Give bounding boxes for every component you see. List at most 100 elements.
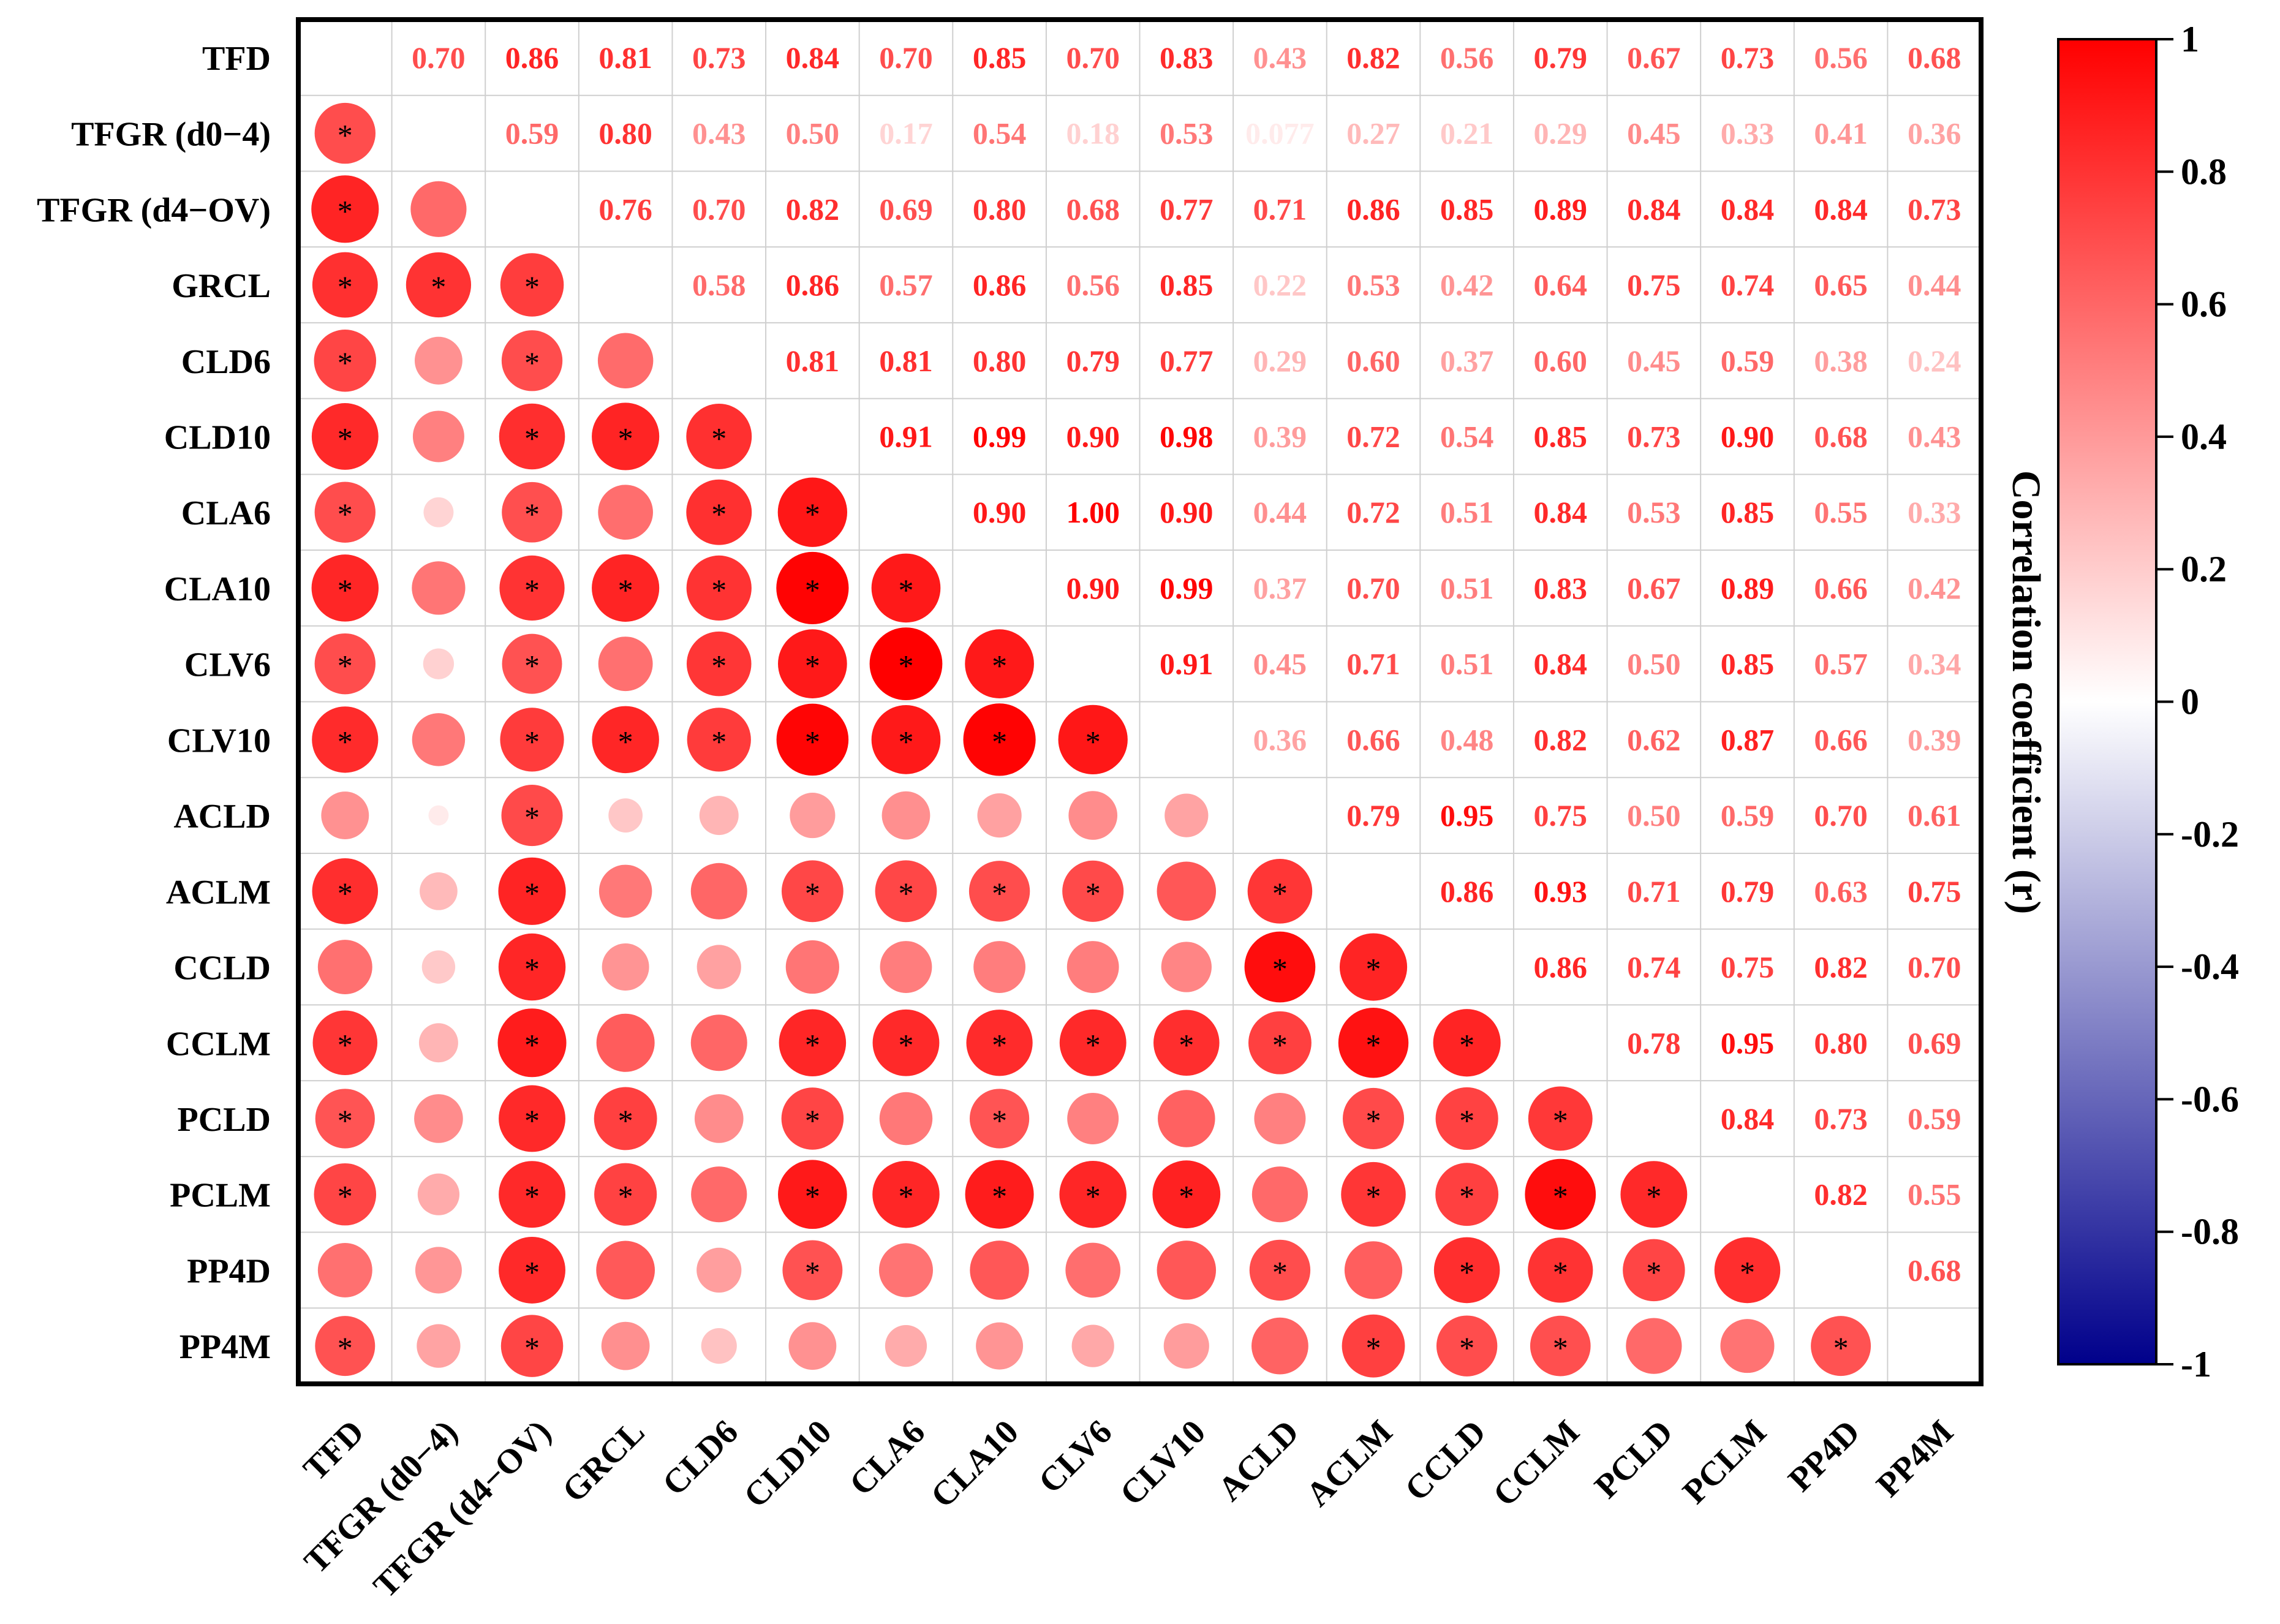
correlation-value: 0.84 (1721, 1101, 1775, 1136)
correlation-value: 0.17 (879, 116, 933, 151)
column-label: CLA6 (842, 1413, 932, 1503)
significance-marker: * (338, 421, 353, 455)
correlation-value: 0.21 (1440, 116, 1494, 151)
significance-marker: * (1179, 1027, 1194, 1062)
correlation-value: 0.67 (1627, 571, 1681, 605)
correlation-circle (423, 648, 455, 679)
correlation-circle (781, 1087, 844, 1150)
correlation-value: 0.63 (1814, 874, 1868, 908)
correlation-circle (790, 792, 836, 839)
correlation-circle (1251, 1166, 1308, 1223)
correlation-circle (1248, 1011, 1312, 1074)
correlation-value: 0.54 (1440, 419, 1494, 453)
correlation-value: 0.80 (598, 116, 652, 151)
significance-marker: * (431, 270, 446, 304)
significance-marker: * (805, 497, 820, 531)
significance-marker: * (805, 1027, 820, 1062)
correlation-circle (500, 1315, 564, 1377)
correlation-value: 0.45 (1627, 344, 1681, 378)
row-label: CCLM (166, 1025, 271, 1063)
correlation-circle (691, 1166, 747, 1223)
correlation-value: 0.74 (1627, 950, 1681, 984)
correlation-value: 0.73 (1721, 40, 1775, 75)
correlation-circle (598, 864, 652, 918)
correlation-circle (1344, 1241, 1403, 1299)
row-label: CLA6 (181, 494, 271, 532)
colorbar-tick-label: 0.6 (2181, 284, 2227, 325)
significance-marker: * (338, 194, 353, 228)
significance-marker: * (1085, 1027, 1101, 1062)
correlation-value: 0.62 (1627, 722, 1681, 757)
correlation-circle (311, 403, 379, 470)
significance-marker: * (524, 346, 540, 380)
colorbar-tick-label: 0.4 (2181, 417, 2227, 457)
column-label: CLD10 (737, 1413, 839, 1515)
significance-marker: * (338, 1103, 353, 1138)
significance-marker: * (805, 876, 820, 910)
correlation-circle (1528, 1237, 1593, 1303)
colorbar-tick-label: -0.6 (2181, 1079, 2239, 1119)
column-label: CCLM (1486, 1413, 1587, 1514)
correlation-value: 0.50 (786, 116, 840, 151)
correlation-value: 0.79 (1721, 874, 1775, 908)
significance-marker: * (1272, 876, 1288, 910)
correlation-circle (1247, 859, 1313, 924)
correlation-circle (497, 1008, 567, 1078)
column-label: CLV6 (1032, 1413, 1120, 1501)
correlation-circle (778, 1160, 847, 1229)
significance-marker: * (524, 1103, 540, 1138)
significance-marker: * (1366, 952, 1381, 986)
correlation-value: 0.42 (1440, 268, 1494, 302)
correlation-circle (1254, 1092, 1306, 1144)
correlation-circle (777, 477, 848, 547)
row-label: CCLD (173, 950, 271, 988)
significance-marker: * (1459, 1179, 1474, 1214)
significance-marker: * (1459, 1255, 1474, 1289)
correlation-value: 0.77 (1160, 192, 1214, 226)
correlation-circle (1251, 1317, 1308, 1375)
correlation-circle (1059, 1009, 1127, 1076)
significance-marker: * (805, 1255, 820, 1289)
correlation-value: 0.98 (1160, 419, 1214, 453)
correlation-circle (1071, 1324, 1114, 1367)
correlation-value: 0.70 (879, 40, 933, 75)
correlation-value: 0.84 (786, 40, 840, 75)
correlation-value: 0.60 (1346, 344, 1400, 378)
correlation-value: 0.85 (1721, 495, 1775, 529)
correlation-circle (881, 791, 930, 840)
correlation-circle (428, 805, 449, 826)
significance-marker: * (338, 346, 353, 380)
correlation-value: 0.84 (1721, 192, 1775, 226)
correlation-circle (687, 708, 751, 772)
correlation-circle (602, 943, 649, 991)
row-label: PP4D (187, 1252, 271, 1290)
colorbar-tick-label: -0.4 (2181, 946, 2239, 987)
significance-marker: * (1366, 1179, 1381, 1214)
significance-marker: * (1366, 1027, 1381, 1062)
correlation-circle (312, 706, 379, 773)
correlation-circle (596, 1241, 655, 1300)
correlation-circle (499, 555, 565, 621)
correlation-circle (1623, 1239, 1685, 1302)
significance-marker: * (338, 118, 353, 153)
column-label: TFD (296, 1413, 371, 1488)
colorbar-tick-label: 1 (2181, 19, 2199, 59)
correlation-circle (1528, 1086, 1593, 1151)
correlation-value: 0.72 (1346, 495, 1400, 529)
correlation-value: 0.61 (1908, 798, 1961, 833)
correlation-value: 0.51 (1440, 495, 1494, 529)
correlation-value: 0.77 (1160, 344, 1214, 378)
correlation-circle (314, 482, 376, 543)
correlation-circle (969, 1089, 1030, 1149)
correlation-circle (686, 479, 752, 545)
correlation-value: 0.81 (879, 344, 933, 378)
significance-marker: * (1459, 1103, 1474, 1138)
correlation-value: 0.85 (1160, 268, 1214, 302)
correlation-value: 0.59 (1721, 344, 1775, 378)
correlation-circle (778, 629, 847, 698)
correlation-value: 0.64 (1534, 268, 1588, 302)
row-label: ACLM (166, 874, 271, 912)
correlation-circle (501, 785, 563, 847)
